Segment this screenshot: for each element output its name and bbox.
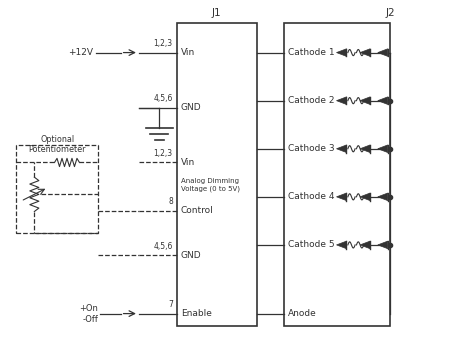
Bar [284, 23, 391, 326]
Text: Vin: Vin [181, 48, 195, 57]
Text: Cathode 3: Cathode 3 [287, 144, 334, 153]
Text: J1: J1 [212, 8, 222, 18]
Bar [177, 23, 257, 326]
Text: +On: +On [79, 304, 98, 313]
Polygon shape [360, 241, 370, 249]
Text: Cathode 1: Cathode 1 [287, 48, 334, 57]
Text: Anode: Anode [287, 309, 316, 318]
Text: Optional: Optional [40, 135, 74, 143]
Polygon shape [360, 193, 370, 201]
Text: +12V: +12V [68, 48, 94, 57]
Text: Analog Dimming
Voltage (0 to 5V): Analog Dimming Voltage (0 to 5V) [181, 178, 240, 192]
Polygon shape [378, 97, 388, 104]
Polygon shape [336, 97, 347, 104]
Polygon shape [336, 241, 347, 249]
Polygon shape [378, 49, 388, 56]
Polygon shape [336, 193, 347, 201]
Polygon shape [378, 145, 388, 153]
Text: GND: GND [181, 103, 202, 112]
Bar [17, 145, 98, 233]
Polygon shape [336, 145, 347, 153]
Polygon shape [360, 49, 370, 56]
Polygon shape [360, 97, 370, 104]
Polygon shape [360, 145, 370, 153]
Text: Control: Control [181, 206, 214, 215]
Text: Enable: Enable [181, 309, 212, 318]
Text: 1,2,3: 1,2,3 [154, 149, 173, 158]
Text: 7: 7 [168, 300, 173, 309]
Text: Cathode 4: Cathode 4 [287, 192, 334, 201]
Text: 4,5,6: 4,5,6 [153, 94, 173, 103]
Text: 8: 8 [168, 197, 173, 206]
Polygon shape [378, 241, 388, 249]
Text: Potentiometer: Potentiometer [28, 145, 86, 154]
Text: -Off: -Off [82, 314, 98, 324]
Text: Vin: Vin [181, 158, 195, 167]
Text: 4,5,6: 4,5,6 [153, 242, 173, 251]
Text: GND: GND [181, 251, 202, 260]
Text: J2: J2 [386, 8, 395, 18]
Text: Cathode 5: Cathode 5 [287, 240, 334, 250]
Polygon shape [378, 193, 388, 201]
Polygon shape [336, 49, 347, 56]
Text: 1,2,3: 1,2,3 [154, 39, 173, 48]
Text: Cathode 2: Cathode 2 [287, 96, 334, 105]
